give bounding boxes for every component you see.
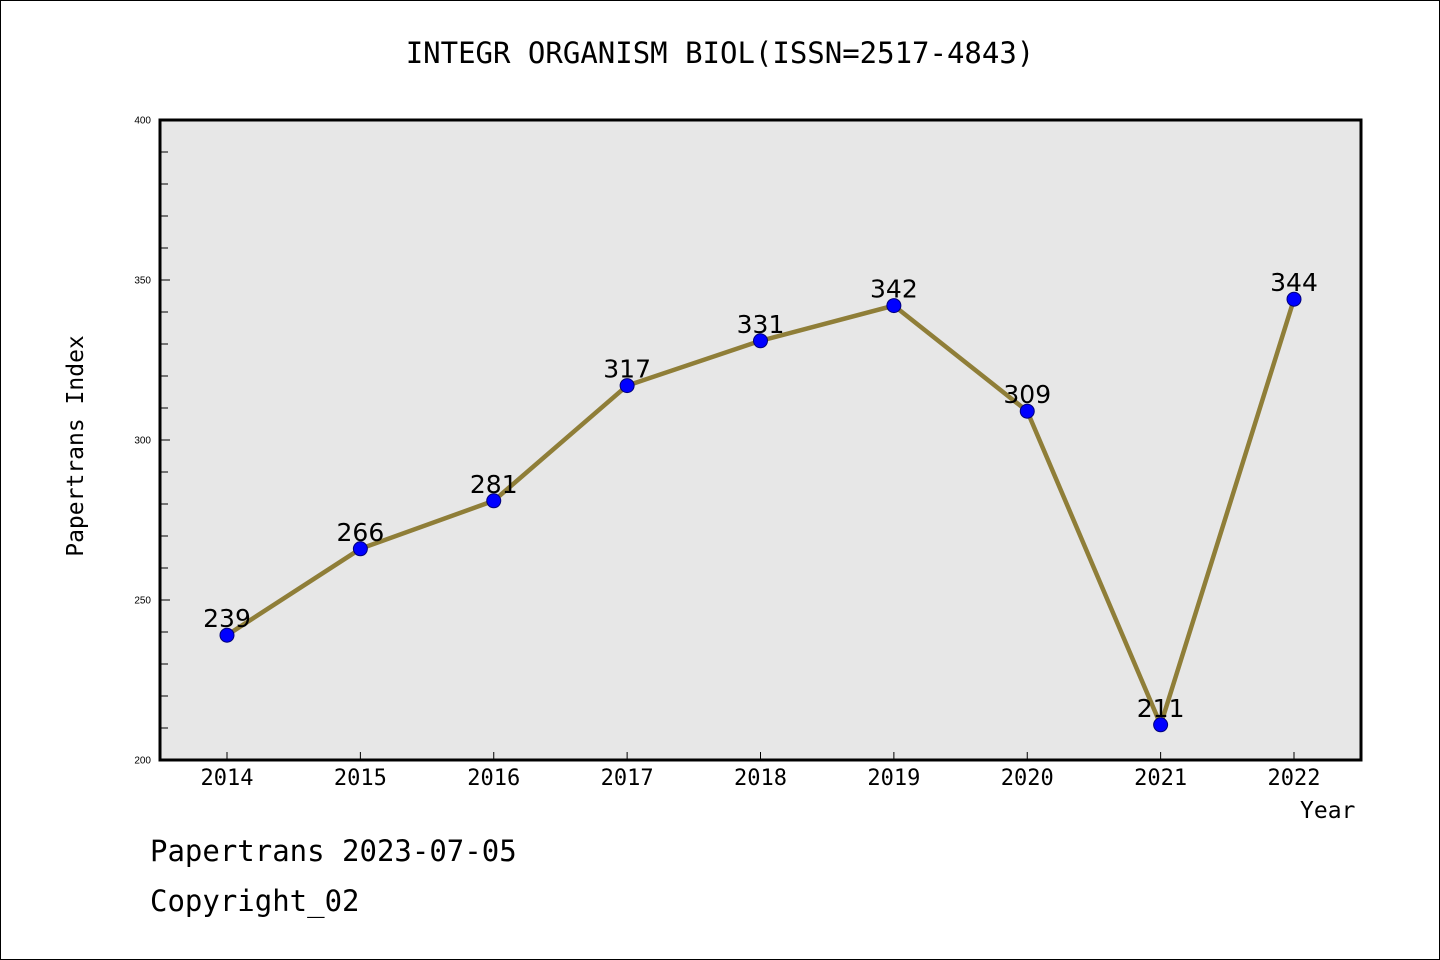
data-point — [219, 627, 235, 643]
data-label: 309 — [1003, 380, 1051, 409]
data-point — [1286, 291, 1302, 307]
y-tick-label: 300 — [134, 436, 151, 447]
data-point — [1019, 403, 1035, 419]
x-tick-label: 2020 — [1001, 766, 1054, 791]
data-label: 266 — [337, 518, 385, 547]
data-label: 317 — [603, 355, 651, 384]
data-point — [1153, 717, 1169, 733]
x-axis-label: Year — [1300, 798, 1356, 824]
plot-border — [158, 118, 1363, 762]
x-tick-label: 2014 — [201, 766, 254, 791]
footer-date: Papertrans 2023-07-05 — [150, 834, 517, 868]
x-tick-label: 2019 — [867, 766, 920, 791]
data-point — [619, 378, 635, 394]
y-tick-label: 250 — [134, 596, 151, 607]
data-label: 211 — [1137, 694, 1185, 723]
plot-area — [160, 120, 1361, 760]
y-tick-label: 350 — [134, 276, 151, 287]
data-label: 331 — [737, 310, 785, 339]
x-tick-label: 2022 — [1268, 766, 1321, 791]
y-tick-label: 400 — [134, 116, 151, 127]
chart-title: INTEGR ORGANISM BIOL(ISSN=2517-4843) — [405, 36, 1035, 70]
data-label: 281 — [470, 470, 518, 499]
data-label: 342 — [870, 275, 918, 304]
y-tick-label: 200 — [134, 756, 151, 767]
x-tick-label: 2017 — [601, 766, 654, 791]
data-point — [352, 541, 368, 557]
x-tick-label: 2018 — [734, 766, 787, 791]
data-point — [753, 333, 768, 349]
data-point — [886, 298, 902, 314]
data-label: 239 — [203, 604, 251, 633]
footer-copyright: Copyright_02 — [150, 884, 360, 918]
x-tick-label: 2015 — [334, 766, 387, 791]
x-tick-label: 2016 — [467, 766, 520, 791]
data-label: 344 — [1270, 268, 1318, 297]
data-point — [486, 493, 502, 509]
x-tick-label: 2021 — [1134, 766, 1187, 791]
